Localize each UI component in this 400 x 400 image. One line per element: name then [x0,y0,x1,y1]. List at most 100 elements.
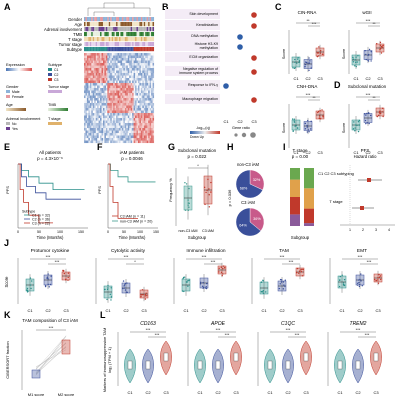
heatmap-cell [85,130,87,134]
heatmap-cell [140,95,143,99]
heatmap-cell [114,128,117,131]
j-box-point [205,287,208,290]
j-box-point [124,282,127,285]
heatmap-cell [121,140,124,144]
subtype-cell [142,47,144,52]
c-box-point [304,63,307,66]
annotation-cell [123,42,125,47]
annotation-cell [116,22,118,27]
annotation-cell [124,37,127,42]
heatmap-cell [148,93,150,96]
heatmap-cell [137,113,140,116]
heatmap-cell [127,140,130,144]
heatmap-cell [121,98,124,101]
heatmap-cell [137,105,140,109]
annotation-cell [98,42,101,47]
g-box-point [188,206,190,208]
heatmap-cell [120,70,122,74]
km-x-tick: 0 [107,230,109,234]
g-box-point [208,206,211,208]
heatmap-cell [129,123,131,126]
heatmap-cell [136,70,139,74]
heatmap-cell [135,88,137,91]
heatmap-cell [88,60,90,64]
heatmap-cell [107,103,109,106]
annotation-cell [143,27,146,32]
dot-xcat-c1: C1 [223,119,229,124]
heatmap-cell [111,83,114,86]
c-box-point [365,114,367,116]
heatmap-cell [111,125,114,129]
heatmap-cell [113,75,115,79]
heatmap-cell [107,68,109,71]
j-box-point [374,278,376,281]
heatmap-cell [92,95,95,99]
heatmap-cell [105,93,108,96]
heatmap-cell [116,115,118,119]
heatmap-cell [94,108,96,111]
sig-label: *** [146,327,151,332]
heatmap-cell [134,88,136,91]
heatmap-cell [110,53,112,56]
annotation-cell [143,42,146,47]
km-f-xlabel: Time (Months) [119,235,146,240]
heatmap-cell [143,123,146,126]
g-pvalue: p = 0.022 [188,154,207,159]
heatmap-cell [145,85,147,89]
heatmap-cell [126,118,128,121]
heatmap-cell [135,110,137,114]
heatmap-cell [97,70,99,74]
annotation-cell [142,27,144,32]
annotation-cell [137,32,140,37]
stack-segment [304,208,314,224]
heatmap-cell [115,76,117,79]
x-cat-label: C3 [317,76,323,81]
heatmap-cell [145,90,147,94]
heatmap-cell [108,53,111,56]
j-box-point [379,275,382,277]
subtype-cell [105,47,108,52]
heatmap-cell [97,110,99,114]
heatmap-cell [137,80,140,84]
heatmap-cell [101,88,104,91]
heatmap-cell [146,53,149,56]
heatmap-cell [95,138,98,141]
heatmap-cell [123,70,125,74]
annotation-cell [107,27,109,32]
heatmap-cell [127,68,130,71]
heatmap-cell [139,108,141,111]
annotation-cell [92,37,95,42]
heatmap-cell [135,80,137,84]
heatmap-cell [105,103,108,106]
heatmap-cell [132,55,134,59]
heatmap-cell [139,55,141,59]
heatmap-cell [143,95,146,99]
heatmap-cells [84,53,155,144]
heatmap-cell [137,120,140,124]
annotation-cell [120,42,122,47]
c-box-point [354,59,356,61]
heatmap-cell [104,93,106,96]
heatmap-cell [88,83,90,86]
j-box-point [144,298,147,300]
heatmap-cell [95,63,98,66]
y-axis-label: Score [281,48,286,59]
heatmap-cell [124,108,127,111]
j-box-point [357,282,359,285]
heatmap-cell [130,80,133,84]
heatmap-cell [110,113,112,116]
heatmap-cell [107,98,109,101]
heatmap-cell [132,98,134,101]
heatmap-cell [148,65,150,69]
heatmap-cell [129,55,131,59]
heatmap-cell [137,63,140,66]
annotation-cell [117,22,120,27]
panel-label-A: A [4,2,11,12]
heatmap-cell [85,88,87,91]
heatmap-cell [107,128,109,131]
annotation-cell [124,17,127,22]
heatmap-cell [129,93,131,96]
subtype-cell [148,47,150,52]
heatmap-cell [112,118,114,121]
heatmap-cell [104,105,106,109]
